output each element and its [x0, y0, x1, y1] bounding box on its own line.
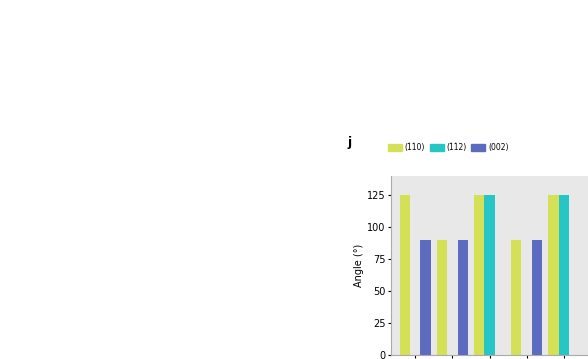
Bar	[532, 240, 542, 355]
Bar	[457, 240, 468, 355]
Bar	[485, 195, 495, 355]
Legend: (1̀1̀0), (1̀1̀2), (002): (1̀1̀0), (1̀1̀2), (002)	[385, 140, 512, 155]
Bar	[511, 240, 522, 355]
Bar	[437, 240, 447, 355]
Bar	[559, 195, 569, 355]
Text: j: j	[348, 136, 352, 149]
Bar	[548, 195, 559, 355]
Y-axis label: Angle (°): Angle (°)	[354, 244, 364, 287]
Bar	[420, 240, 431, 355]
Bar	[474, 195, 485, 355]
Bar	[400, 195, 410, 355]
